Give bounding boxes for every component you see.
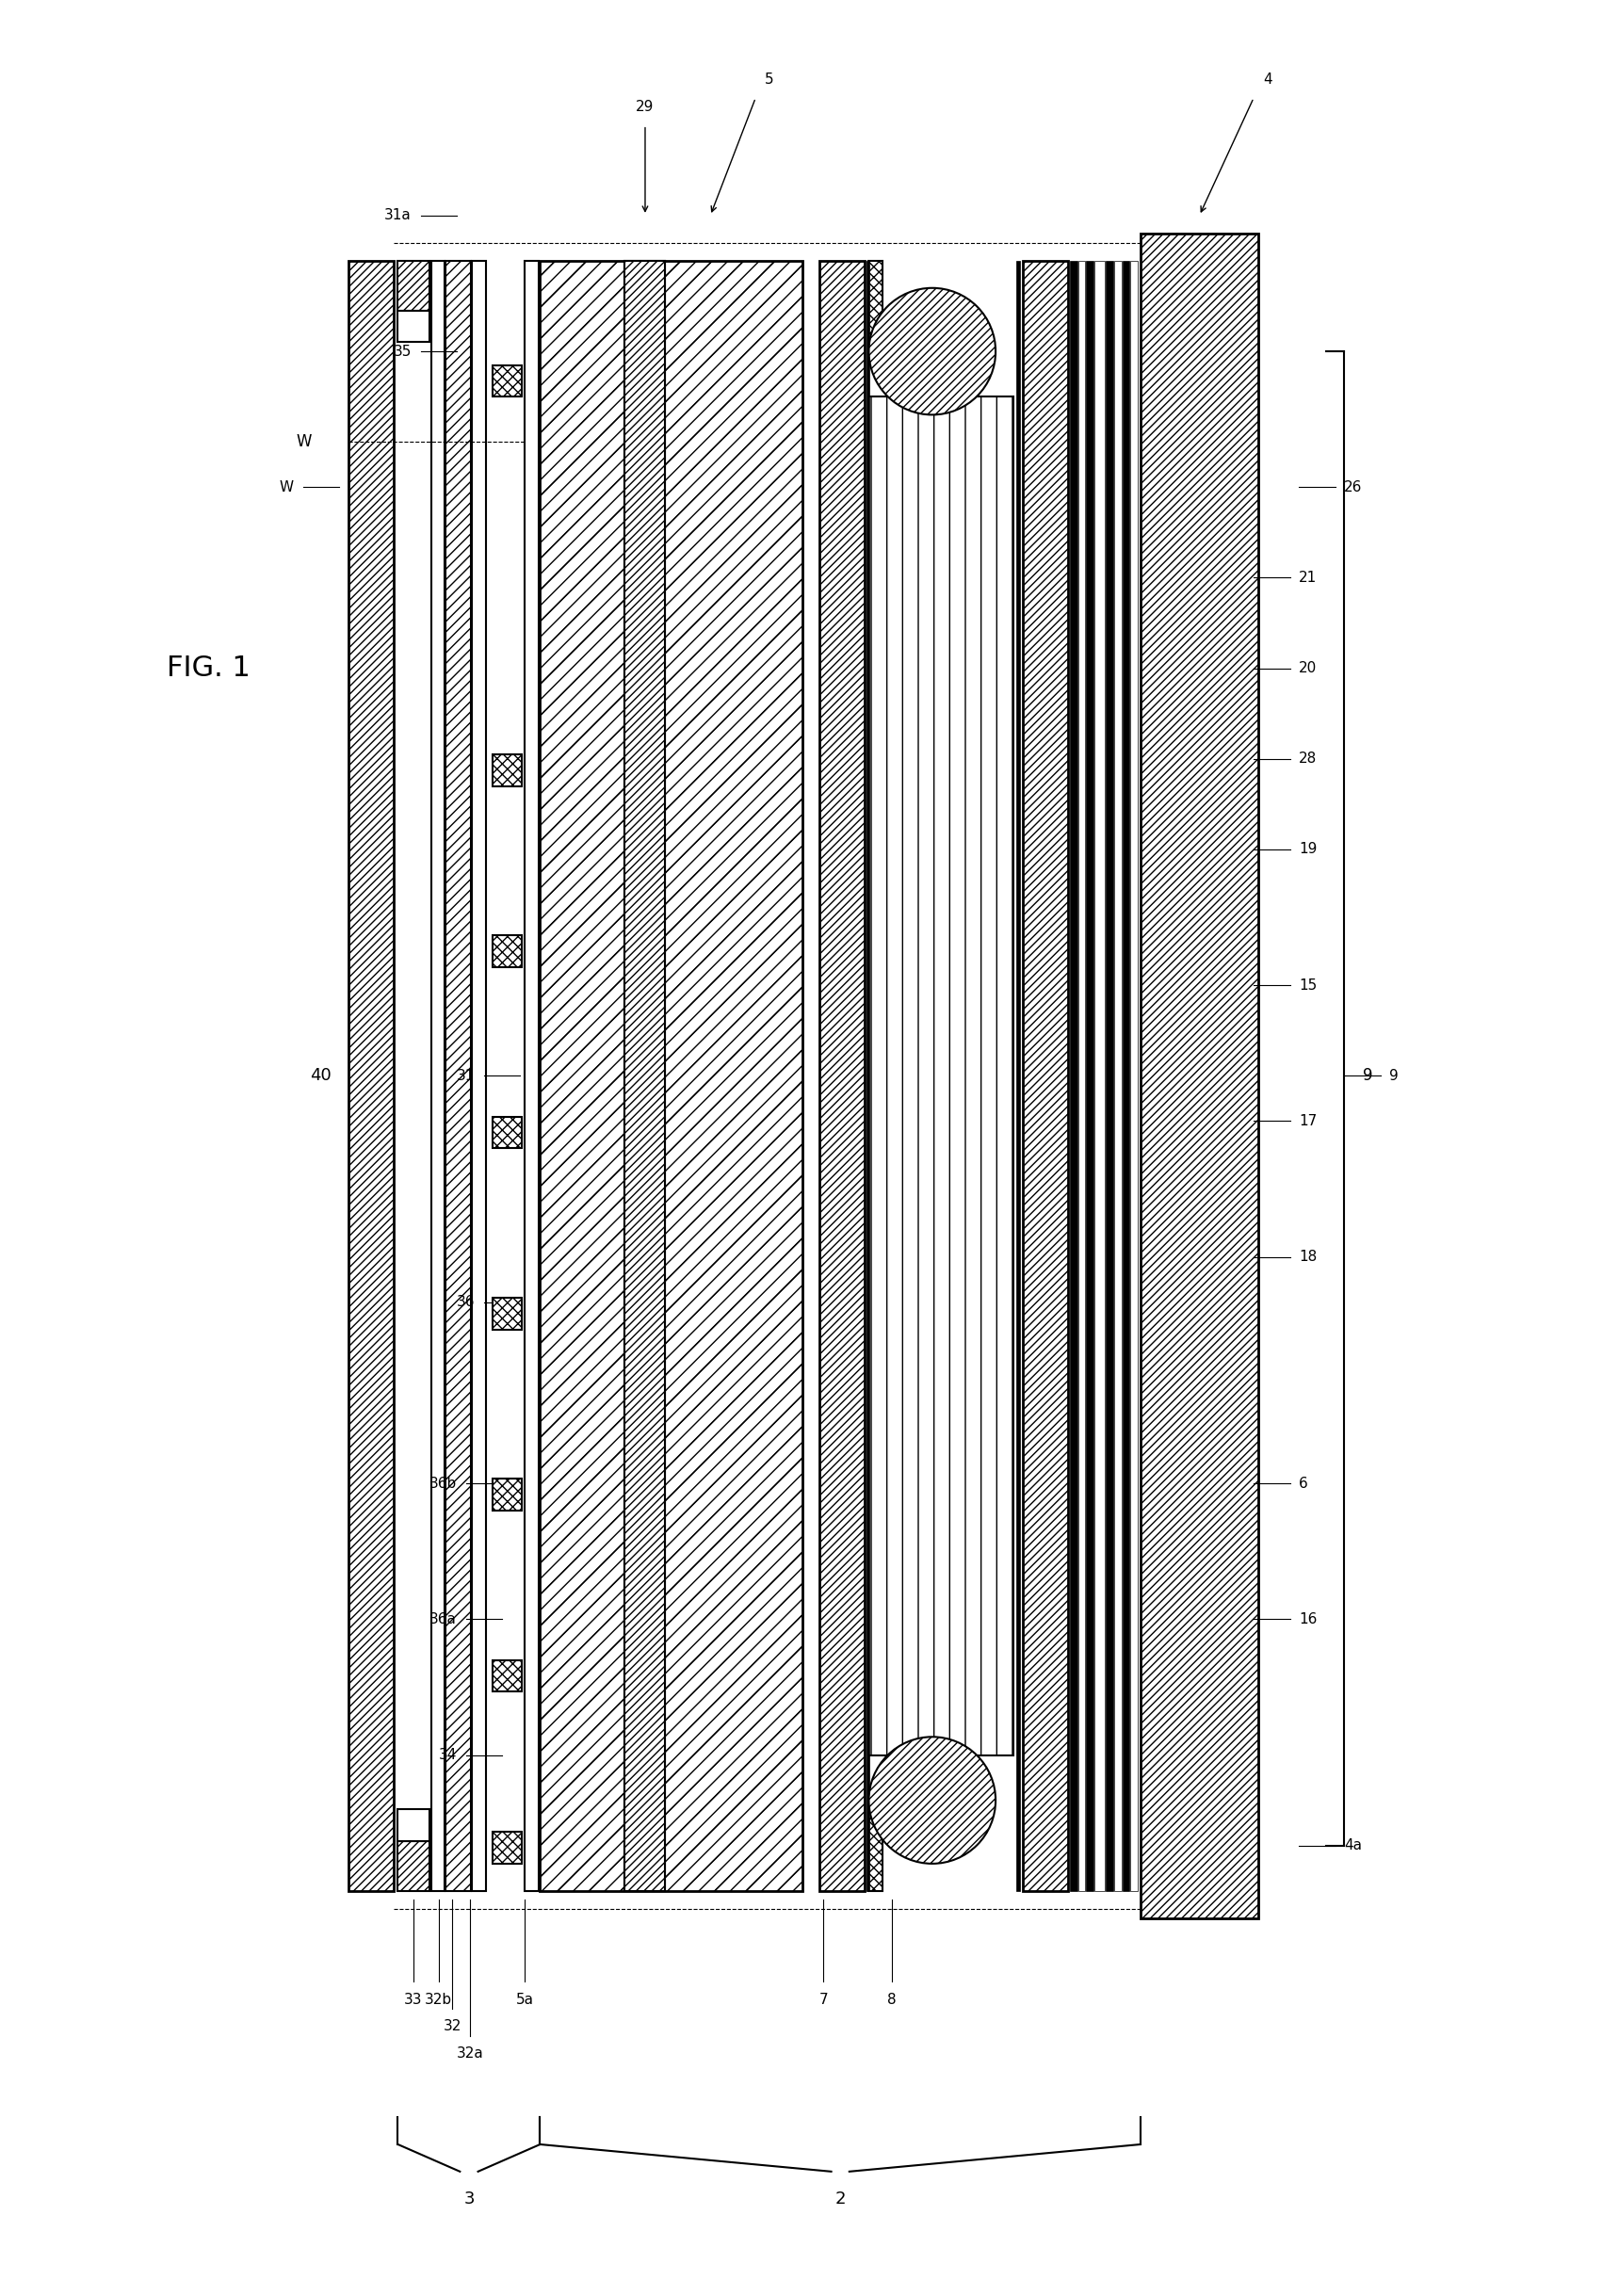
Text: 2: 2 [835,2190,845,2206]
Bar [492,1297,521,1329]
Text: 5a: 5a [516,1993,534,2007]
Text: 4: 4 [1263,73,1273,87]
Bar [473,262,486,1892]
Bar [1017,262,1020,1892]
Text: 19: 19 [1298,843,1318,856]
Text: 32a: 32a [457,2046,484,2062]
Text: 29: 29 [636,99,654,115]
Bar [431,262,445,1892]
Text: 31a: 31a [384,209,411,223]
Bar [492,1660,521,1692]
Text: 9: 9 [1389,1068,1399,1084]
Bar [1140,234,1258,1917]
Text: 7: 7 [819,1993,827,2007]
Bar [541,262,803,1892]
Bar [1070,262,1077,1892]
Text: W: W [280,480,293,494]
Text: 33: 33 [405,1993,423,2007]
Bar [1106,262,1114,1892]
Bar [625,262,665,1892]
Bar [1094,262,1106,1892]
Bar [492,934,521,967]
Text: FIG. 1: FIG. 1 [167,654,251,682]
Text: 6: 6 [1298,1476,1308,1490]
Bar [492,755,521,785]
Text: 16: 16 [1298,1612,1318,1626]
Text: 21: 21 [1298,572,1318,585]
Text: 32: 32 [444,2020,461,2034]
Bar [1122,262,1130,1892]
Bar [869,397,1013,1754]
Text: 34: 34 [439,1747,457,1761]
Bar [869,1818,882,1892]
Bar [398,1841,429,1892]
Bar [1130,262,1138,1892]
Bar [866,262,869,1892]
Text: 9: 9 [1362,1068,1373,1084]
Bar [445,262,471,1892]
Text: 18: 18 [1298,1249,1318,1265]
Text: 36: 36 [457,1295,474,1309]
Bar [1114,262,1122,1892]
Text: 15: 15 [1298,978,1318,992]
Text: 28: 28 [1298,751,1318,767]
Bar [819,262,865,1892]
Bar [492,1479,521,1511]
Text: 35: 35 [393,344,411,358]
Bar [869,262,882,333]
Text: 26: 26 [1344,480,1363,494]
Text: 32b: 32b [424,1993,452,2007]
Bar [525,262,538,1892]
Bar [348,262,393,1892]
Text: 31: 31 [457,1068,474,1084]
Bar [625,262,665,1892]
Circle shape [869,287,996,416]
Bar [398,310,429,342]
Text: W: W [296,434,312,450]
Bar [492,365,521,397]
Bar [1086,262,1093,1892]
Circle shape [869,1736,996,1864]
Text: 3: 3 [463,2190,474,2206]
Bar [1023,262,1069,1892]
Bar [398,1809,429,1841]
Text: 36b: 36b [429,1476,457,1490]
Text: 20: 20 [1298,661,1318,675]
Bar [492,1116,521,1148]
Text: 40: 40 [311,1068,332,1084]
Text: 17: 17 [1298,1114,1318,1127]
Bar [398,262,429,310]
Text: 4a: 4a [1344,1839,1362,1853]
Text: 36a: 36a [429,1612,457,1626]
Text: 5: 5 [764,73,774,87]
Bar [541,262,803,1892]
Bar [1078,262,1085,1892]
Text: 8: 8 [887,1993,895,2007]
Bar [492,1832,521,1864]
